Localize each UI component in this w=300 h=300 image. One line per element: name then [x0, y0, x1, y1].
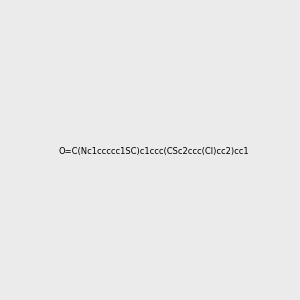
Text: O=C(Nc1ccccc1SC)c1ccc(CSc2ccc(Cl)cc2)cc1: O=C(Nc1ccccc1SC)c1ccc(CSc2ccc(Cl)cc2)cc1 [58, 147, 249, 156]
